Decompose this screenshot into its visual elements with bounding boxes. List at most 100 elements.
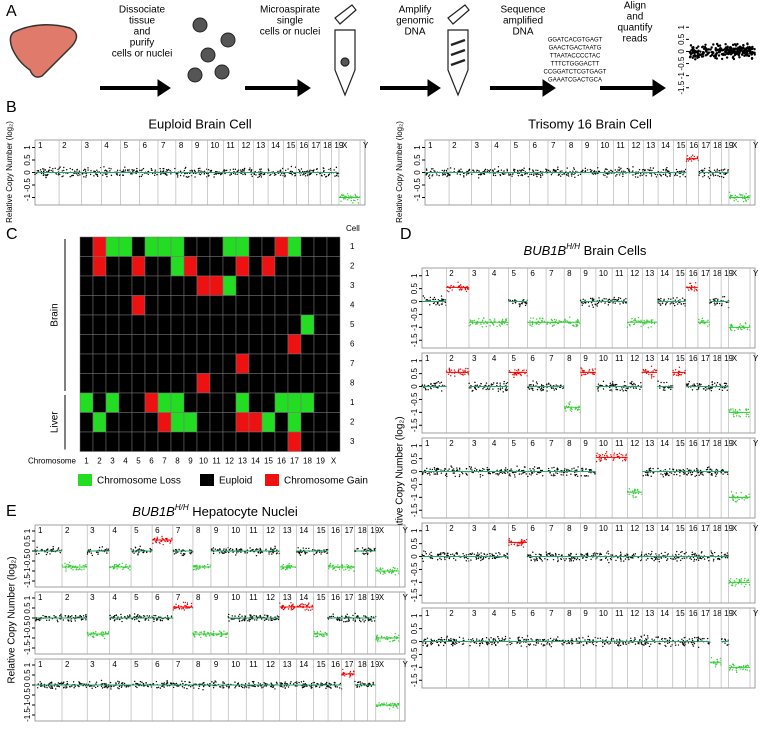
bin-dot — [596, 557, 597, 558]
bin-dot — [487, 169, 488, 170]
bin-dot — [334, 175, 335, 176]
bin-dot — [537, 383, 538, 384]
bin-dot — [675, 558, 676, 559]
bin-dot — [133, 170, 134, 171]
bin-dot — [490, 473, 491, 474]
bin-dot — [736, 578, 737, 579]
heatmap-cell — [171, 413, 184, 433]
bin-dot — [748, 416, 749, 417]
chromosome-label: 5 — [514, 141, 519, 150]
bin-dot — [541, 390, 542, 391]
read-dot — [724, 54, 726, 56]
bin-dot — [47, 552, 48, 553]
bin-dot — [645, 369, 646, 370]
step-label: Align — [624, 1, 646, 12]
bin-dot — [560, 171, 561, 172]
chromosome-label: 14 — [661, 141, 670, 150]
bin-dot — [536, 176, 537, 177]
bin-dot — [588, 636, 589, 637]
bin-dot — [536, 381, 537, 382]
bin-dot — [714, 663, 715, 664]
bin-dot — [661, 557, 662, 558]
bin-dot — [305, 175, 306, 176]
step-label: Sequence — [500, 5, 545, 16]
bin-dot — [494, 639, 495, 640]
y-tick-label: -1.5 — [677, 80, 686, 94]
bin-dot — [583, 299, 584, 300]
y-tick-label: 0 — [410, 469, 419, 474]
bin-dot — [435, 304, 436, 305]
bin-dot — [577, 409, 578, 410]
bin-dot — [646, 639, 647, 640]
heatmap-cell — [93, 374, 106, 394]
bin-dot — [432, 643, 433, 644]
bin-dot — [555, 472, 556, 473]
plot-frame — [422, 523, 755, 603]
y-tick-label: -1 — [410, 323, 419, 331]
bin-dot — [533, 173, 534, 174]
step-label: Amplify — [399, 5, 432, 16]
bin-dot — [574, 558, 575, 559]
bin-dot — [593, 644, 594, 645]
bin-dot — [658, 554, 659, 555]
bin-dot — [285, 170, 286, 171]
bin-dot — [70, 568, 71, 569]
bin-dot — [597, 553, 598, 554]
bin-dot — [317, 168, 318, 169]
chromosome-label: 2 — [449, 354, 454, 363]
bin-dot — [669, 642, 670, 643]
read-dot — [697, 52, 699, 54]
bin-dot — [598, 383, 599, 384]
bin-dot — [561, 555, 562, 556]
bin-dot — [588, 370, 589, 371]
read-dot — [732, 44, 734, 46]
heatmap-cell — [171, 296, 184, 316]
y-axis-label: Relative Copy Number (log₂) — [395, 416, 406, 543]
y-tick-label: 0 — [410, 299, 419, 304]
bin-dot — [446, 636, 447, 637]
bin-dot — [724, 296, 725, 297]
chromosome-label: Y — [753, 141, 759, 150]
bin-dot — [645, 642, 646, 643]
bin-dot — [442, 299, 443, 300]
bin-dot — [621, 388, 622, 389]
bin-dot — [641, 555, 642, 556]
bin-dot — [451, 369, 452, 370]
bin-dot — [746, 416, 747, 417]
bin-dot — [524, 173, 525, 174]
bin-dot — [742, 194, 743, 195]
bin-dot — [592, 639, 593, 640]
bin-dot — [90, 549, 91, 550]
bin-dot — [506, 169, 507, 170]
bin-dot — [130, 173, 131, 174]
bin-dot — [460, 174, 461, 175]
bin-dot — [670, 173, 671, 174]
bin-dot — [606, 455, 607, 456]
bin-dot — [719, 303, 720, 304]
bin-dot — [110, 168, 111, 169]
bin-dot — [540, 470, 541, 471]
bin-dot — [661, 639, 662, 640]
bin-dot — [739, 581, 740, 582]
bin-dot — [569, 643, 570, 644]
bin-dot — [215, 174, 216, 175]
bin-dot — [435, 383, 436, 384]
bin-dot — [49, 553, 50, 554]
y-tick-label: 0 — [413, 170, 422, 175]
bin-dot — [534, 466, 535, 467]
bin-dot — [666, 382, 667, 383]
chromosome-label: 2 — [452, 141, 457, 150]
bin-dot — [695, 282, 696, 283]
bin-dot — [553, 324, 554, 325]
bin-dot — [547, 559, 548, 560]
bin-dot — [694, 290, 695, 291]
bin-dot — [474, 642, 475, 643]
bin-dot — [695, 554, 696, 555]
bin-dot — [509, 370, 510, 371]
bin-dot — [561, 170, 562, 171]
bin-dot — [584, 639, 585, 640]
bin-dot — [723, 177, 724, 178]
bin-dot — [645, 175, 646, 176]
bin-dot — [533, 175, 534, 176]
bin-dot — [489, 553, 490, 554]
